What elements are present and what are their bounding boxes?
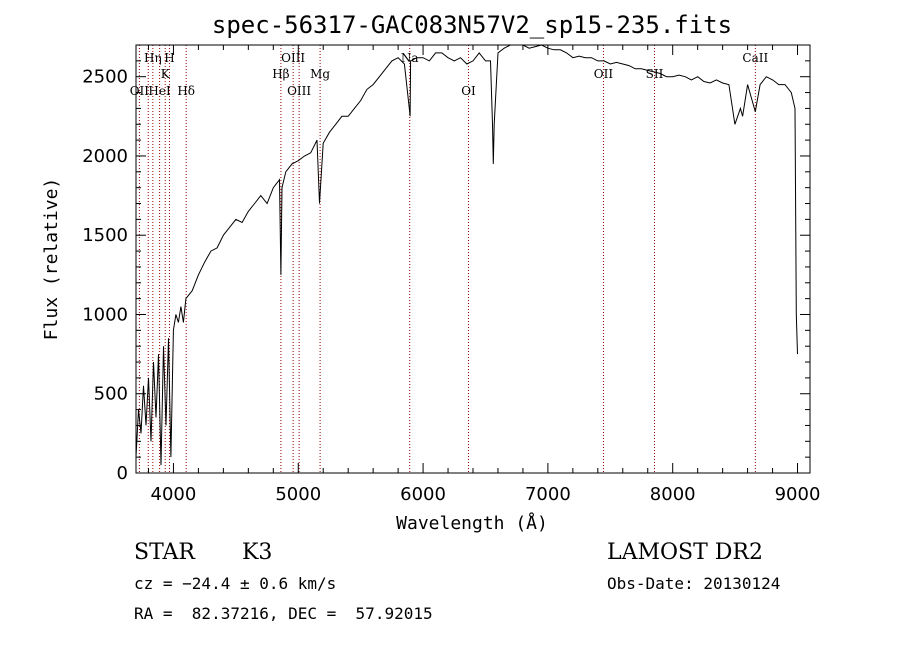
spectral-line-label: CaII: [742, 51, 768, 65]
spectral-line-label: OII: [130, 84, 150, 98]
plot-frame: [135, 44, 811, 474]
x-tick-label: 5000: [275, 484, 321, 505]
spectral-line-label: Hδ: [177, 84, 195, 98]
y-tick-label: 0: [117, 463, 128, 484]
axis-ticks: 4000 5000 6000 7000 8000 9000 0 500 1000 1500 2000…: [82, 44, 821, 505]
object-class: STAR: [134, 540, 195, 565]
spectral-line-label: OIII: [287, 84, 311, 98]
spectral-line-label: OI: [461, 84, 476, 98]
spectral-line-label: H: [164, 51, 174, 65]
spectral-line-label: Na: [401, 51, 419, 65]
spectral-line-label: Hβ: [272, 67, 289, 81]
y-tick-label: 2500: [82, 67, 128, 88]
spectral-line-label: Mg: [310, 67, 330, 81]
y-axis-label: Flux (relative): [41, 178, 62, 341]
flux-series-line: [135, 44, 798, 466]
y-tick-label: 500: [94, 384, 128, 405]
x-tick-label: 7000: [525, 484, 571, 505]
x-tick-label: 9000: [775, 484, 821, 505]
x-tick-label: 4000: [151, 484, 197, 505]
chart-title: spec-56317-GAC083N57V2_sp15-235.fits: [212, 11, 732, 39]
survey-name: LAMOST DR2: [607, 540, 763, 565]
object-subclass: K3: [242, 540, 273, 565]
y-tick-label: 2000: [82, 146, 128, 167]
x-tick-label: 6000: [400, 484, 446, 505]
x-axis-label: Wavelength (Å): [396, 512, 548, 534]
spectral-line-label: K: [161, 67, 171, 81]
spectral-line-label: HeI: [148, 84, 171, 98]
spectral-line-label: OIII: [281, 51, 305, 65]
spectral-line-label: OII: [594, 67, 614, 81]
redshift-readout: cz = −24.4 ± 0.6 km/s: [134, 574, 337, 593]
y-tick-label: 1500: [82, 225, 128, 246]
spectral-line-label: Hη: [144, 51, 162, 65]
coordinates-readout: RA = 82.37216, DEC = 57.92015: [134, 604, 433, 623]
observation-date: Obs-Date: 20130124: [607, 574, 781, 593]
x-tick-label: 8000: [650, 484, 696, 505]
y-tick-label: 1000: [82, 304, 128, 325]
